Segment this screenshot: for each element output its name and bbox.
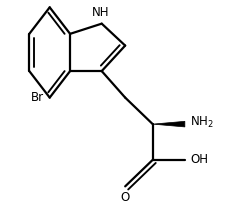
Text: O: O xyxy=(120,191,129,204)
Text: OH: OH xyxy=(189,153,207,166)
Text: NH$_2$: NH$_2$ xyxy=(189,115,213,130)
Text: Br: Br xyxy=(30,91,43,104)
Polygon shape xyxy=(152,121,184,127)
Text: NH: NH xyxy=(91,6,109,19)
